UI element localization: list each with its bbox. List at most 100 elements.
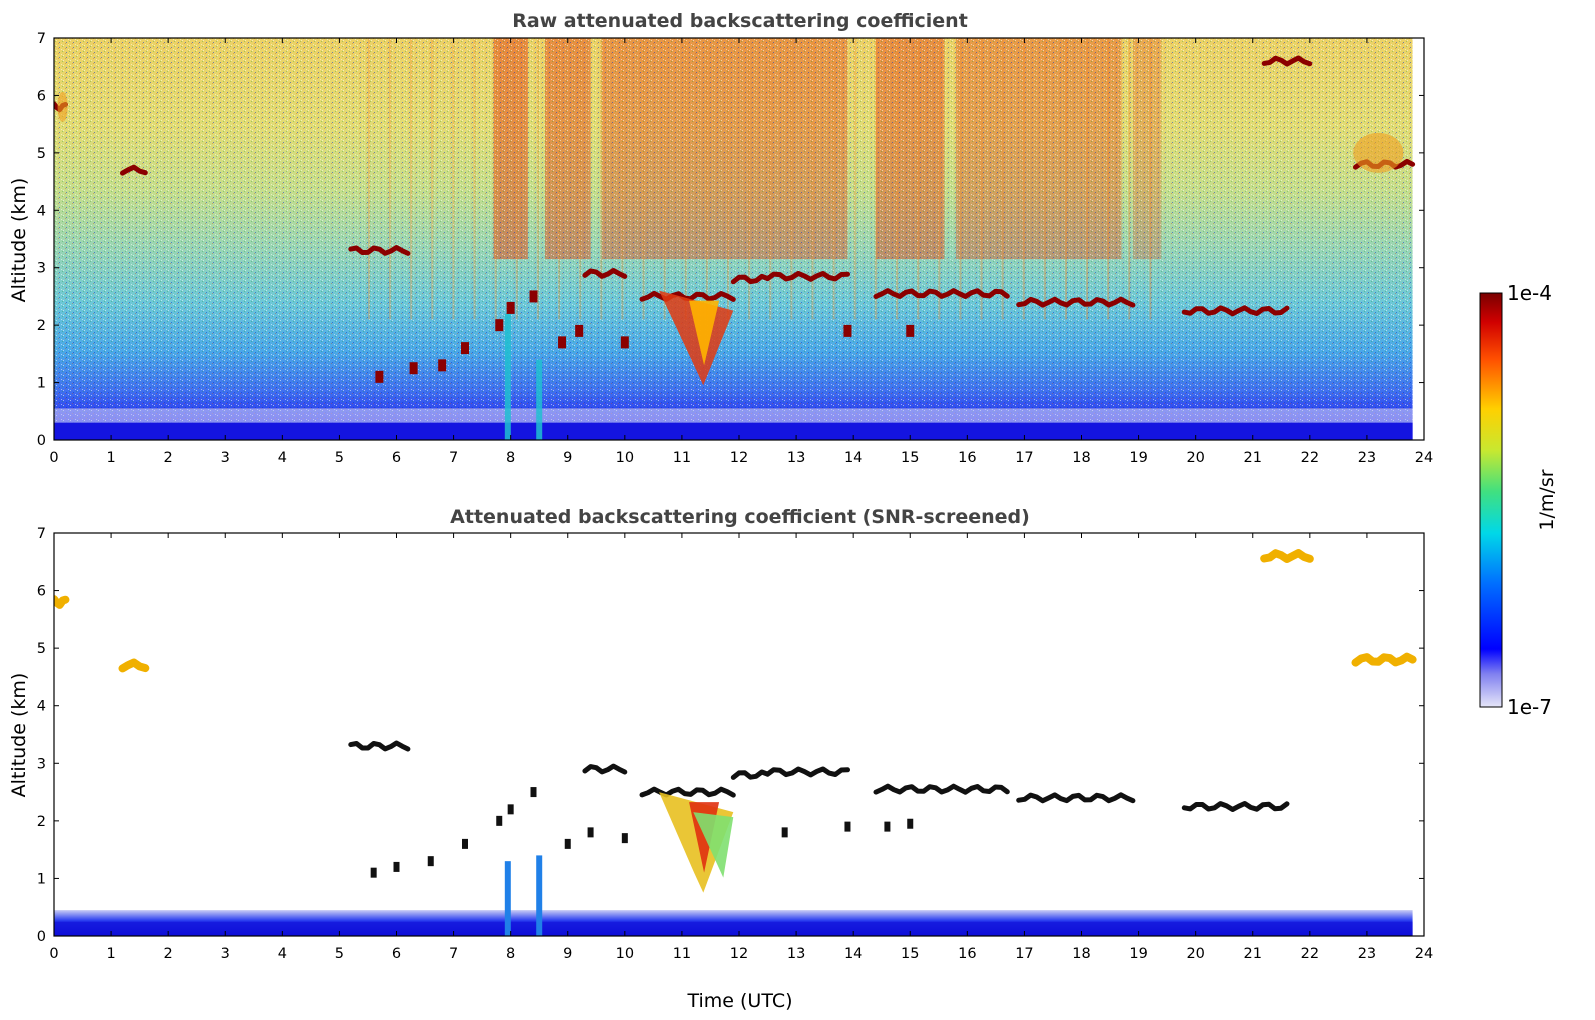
- noise-texture: [54, 38, 1413, 440]
- x-tick-label: 8: [506, 450, 515, 466]
- x-tick-label: 11: [673, 946, 691, 962]
- x-tick-label: 17: [1015, 450, 1033, 466]
- cloud-layer: [873, 288, 1010, 299]
- screened-cloud-layer: [639, 786, 736, 798]
- y-tick-label: 2: [37, 318, 46, 334]
- cloud-layer: [582, 268, 628, 279]
- screened-cloud-layer: [1016, 792, 1136, 804]
- raw-boundary-layer: [54, 422, 1413, 440]
- cloud-fragment: [506, 301, 515, 314]
- raw-y-ticks: 0 1 2 3 4 5 6 7: [37, 31, 1424, 449]
- screened-aerosol-plume: [504, 861, 511, 936]
- screened-cloud-layer: [1351, 652, 1417, 667]
- y-tick-label: 7: [37, 31, 46, 47]
- screened-cloud-fragment: [427, 856, 434, 867]
- x-tick-label: 4: [278, 450, 287, 466]
- x-tick-label: 15: [901, 946, 919, 962]
- y-tick-label: 6: [37, 584, 46, 600]
- screened-cloud-fragment: [393, 861, 400, 872]
- x-tick-label: 21: [1244, 946, 1262, 962]
- x-tick-label: 15: [901, 450, 919, 466]
- screened-cloud-layer: [118, 658, 150, 673]
- aerosol-plume: [504, 313, 511, 440]
- screened-cloud-layer: [348, 740, 411, 752]
- screened-cloud-layer: [54, 595, 70, 609]
- cloud-layer: [730, 273, 770, 285]
- y-tick-label: 0: [37, 929, 46, 945]
- x-tick-label: 14: [844, 946, 862, 962]
- x-tick-label: 3: [221, 946, 230, 962]
- raw-backscatter-panel: Raw attenuated backscattering coefficien…: [8, 10, 1433, 466]
- cloud-fragment: [529, 290, 538, 303]
- x-tick-label: 5: [335, 450, 344, 466]
- x-tick-label: 13: [787, 450, 805, 466]
- colorbar-unit-label: 1/m/sr: [1536, 469, 1558, 530]
- x-tick-label: 0: [49, 946, 58, 962]
- x-tick-label: 11: [673, 450, 691, 466]
- y-tick-label: 5: [37, 146, 46, 162]
- cloud-layer: [765, 270, 850, 282]
- screened-cloud-layer: [1181, 801, 1290, 812]
- y-tick-label: 0: [37, 433, 46, 449]
- cloud-layer: [120, 164, 148, 176]
- screened-y-axis-label: Altitude (km): [8, 673, 30, 798]
- x-tick-label: 19: [1129, 450, 1147, 466]
- raw-cloud-layers: [54, 55, 1416, 386]
- x-tick-label: 10: [616, 450, 634, 466]
- cloud-fragment: [409, 362, 418, 375]
- cloud-layer: [1181, 305, 1290, 317]
- aerosol-plume: [536, 359, 543, 440]
- cirrus-patch: [57, 91, 68, 122]
- x-tick-label: 7: [449, 450, 458, 466]
- screened-convective-edge: [693, 812, 734, 878]
- screened-cloud-fragment: [564, 838, 571, 849]
- screened-x-ticks: 0 1 2 3 4 5 6 7 8 9 10 11 12 13 14 15 16 17 18 19 20 21 22 23 24: [49, 533, 1433, 962]
- y-tick-label: 3: [37, 756, 46, 772]
- y-tick-label: 2: [37, 814, 46, 830]
- cloud-fragment: [558, 336, 567, 349]
- x-tick-label: 17: [1015, 946, 1033, 962]
- colorbar: 1e-4 1e-7 1/m/sr: [1479, 281, 1558, 719]
- y-tick-label: 1: [37, 871, 46, 887]
- x-tick-label: 20: [1186, 450, 1204, 466]
- x-tick-label: 24: [1415, 450, 1433, 466]
- x-tick-label: 23: [1358, 450, 1376, 466]
- cloud-fragment: [575, 324, 584, 337]
- y-tick-label: 7: [37, 526, 46, 542]
- x-tick-label: 0: [49, 450, 58, 466]
- x-tick-label: 13: [787, 946, 805, 962]
- cloud-layer: [1261, 55, 1313, 67]
- cloud-layer: [1016, 296, 1136, 308]
- near-surface-band: [54, 408, 1413, 423]
- y-tick-label: 6: [37, 88, 46, 104]
- raw-x-ticks: 0 1 2 3 4 5 6 7 8 9 10 11 12 13 14 15 16 17 18 19 20 21 22 23 24: [49, 38, 1433, 466]
- x-tick-label: 12: [730, 450, 748, 466]
- screened-cloud-fragment: [907, 818, 914, 829]
- x-tick-label: 10: [616, 946, 634, 962]
- screened-cloud-fragment: [496, 815, 503, 826]
- screened-cloud-fragment: [462, 838, 468, 849]
- x-tick-label: 9: [563, 946, 572, 962]
- screened-cloud-fragment: [621, 833, 628, 844]
- x-tick-label: 3: [221, 450, 230, 466]
- cloud-fragment: [620, 336, 629, 349]
- x-tick-label: 6: [392, 450, 401, 466]
- x-tick-label: 22: [1301, 946, 1319, 962]
- x-tick-label: 21: [1244, 450, 1262, 466]
- y-tick-label: 3: [37, 261, 46, 277]
- screened-cloud-layer: [582, 763, 628, 775]
- cloud-fragment: [495, 319, 504, 332]
- y-tick-label: 4: [37, 699, 46, 715]
- screened-cloud-fragment: [587, 827, 594, 838]
- x-tick-label: 5: [335, 946, 344, 962]
- screened-aerosol-plume: [536, 855, 543, 936]
- cloud-layer: [348, 245, 411, 256]
- x-tick-label: 14: [844, 450, 862, 466]
- y-tick-label: 1: [37, 376, 46, 392]
- x-tick-label: 7: [449, 946, 458, 962]
- x-tick-label: 1: [106, 450, 115, 466]
- x-tick-label: 19: [1129, 946, 1147, 962]
- x-tick-label: 20: [1186, 946, 1204, 962]
- screened-bl-core: [54, 921, 1413, 936]
